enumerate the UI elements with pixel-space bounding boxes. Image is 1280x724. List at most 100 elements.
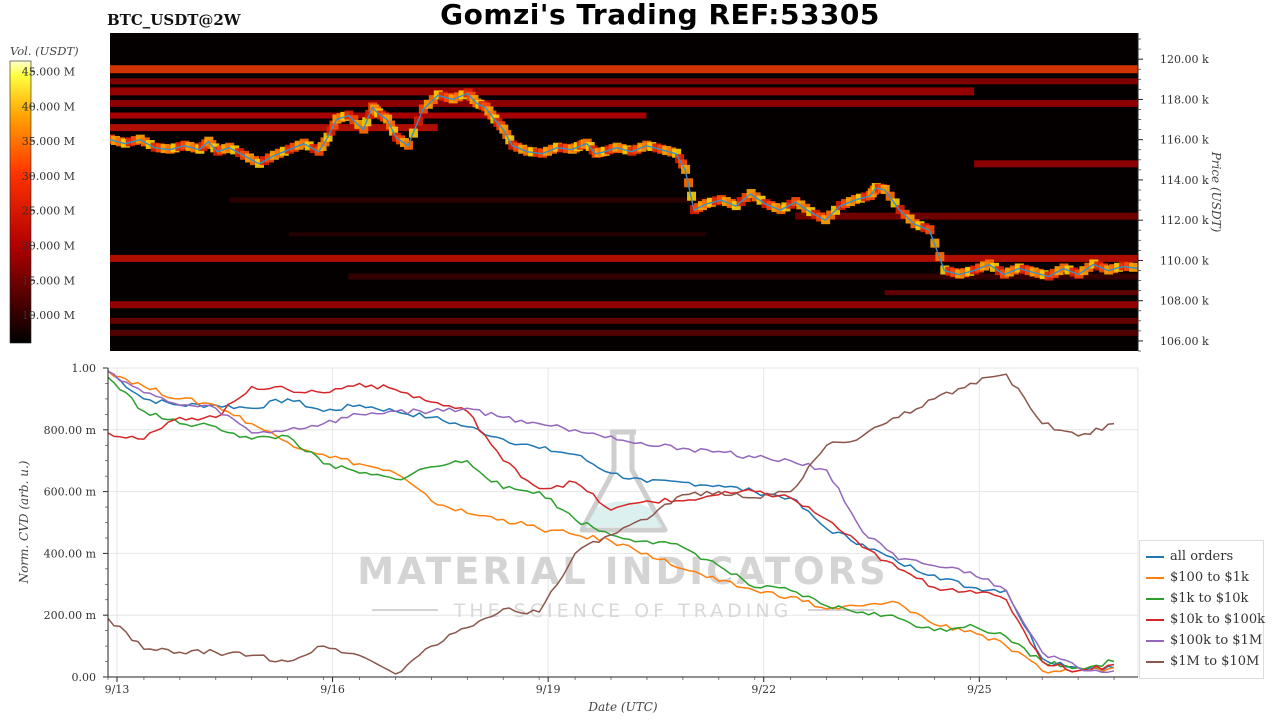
heatmap-band — [110, 317, 1138, 324]
cvd-y-tick-label: 1.00 — [72, 362, 97, 375]
legend-item[interactable]: all orders — [1146, 549, 1263, 569]
legend-swatch — [1146, 660, 1164, 663]
legend-swatch — [1146, 639, 1164, 642]
colorbar-label: Vol. (USDT) — [10, 44, 79, 58]
cvd-line-4 — [108, 370, 1115, 674]
cvd-y-tick-label: 0.00 — [72, 671, 97, 684]
cvd-x-axis: 9/13 9/16 9/19 9/22 9/25 — [105, 677, 1115, 696]
cvd-x-tick-label: 9/13 — [105, 683, 130, 696]
legend-item[interactable]: $10k to $100k — [1146, 612, 1265, 632]
price-tick-label: 118.00 k — [1160, 93, 1209, 106]
heatmap-band — [288, 232, 706, 237]
legend-label: $1k to $10k — [1170, 591, 1249, 606]
heatmap-cell — [905, 214, 915, 224]
price-tick-label: 120.00 k — [1160, 53, 1209, 66]
heatmap-band — [884, 290, 1138, 296]
heatmap-cell — [499, 124, 509, 134]
cvd-series — [108, 370, 1115, 675]
legend-swatch — [1146, 576, 1164, 579]
heatmap-band — [110, 99, 1138, 107]
watermark-brand: MATERIAL INDICATORS — [357, 550, 888, 593]
colorbar-tick-label: 45.000 M — [22, 65, 75, 78]
heatmap-band — [110, 65, 1138, 74]
heatmap-band — [110, 124, 438, 132]
legend-item[interactable]: $100k to $1M — [1146, 633, 1263, 653]
price-axis-label: Price (USDT) — [1209, 151, 1223, 233]
legend-label: $100 to $1k — [1170, 570, 1249, 585]
colorbar-tick-label: 30.000 M — [22, 170, 75, 183]
cvd-x-tick-label: 9/22 — [751, 683, 776, 696]
cvd-x-tick-label: 9/25 — [967, 683, 992, 696]
heatmap-cell — [994, 266, 1004, 276]
heatmap-cell — [985, 259, 995, 269]
price-tick-label: 106.00 k — [1160, 335, 1209, 348]
colorbar-tick-label: 25.000 M — [22, 205, 75, 218]
cvd-y-tick-label: 800.00 m — [44, 424, 97, 437]
heatmap-cell — [678, 159, 688, 169]
chart-title: Gomzi's Trading REF:53305 — [440, 0, 880, 31]
cvd-x-axis-label: Date (UTC) — [587, 700, 657, 714]
price-tick-label: 112.00 k — [1160, 214, 1209, 227]
legend-item[interactable]: $1k to $10k — [1146, 591, 1263, 611]
heatmap-cell — [675, 154, 685, 164]
heatmap-cell — [885, 191, 895, 201]
legend-label: $1M to $10M — [1170, 654, 1260, 669]
cvd-panel: MATERIAL INDICATORS THE SCIENCE OF TRADI… — [17, 362, 1139, 714]
watermark-tagline: THE SCIENCE OF TRADING — [453, 600, 793, 622]
heatmap-background — [110, 33, 1138, 351]
heatmap-band — [110, 78, 1138, 85]
heatmap-cell — [890, 198, 900, 208]
legend-item[interactable]: $100 to $1k — [1146, 570, 1263, 590]
flask-icon — [579, 429, 668, 533]
heatmap-band — [348, 273, 1138, 280]
heatmap-cell — [756, 195, 766, 205]
heatmap-cell — [716, 195, 726, 205]
colorbar-tick-label: 20.000 M — [22, 240, 75, 253]
legend-swatch — [1146, 618, 1164, 621]
heatmap-cell — [989, 262, 999, 272]
heatmap-cell — [880, 184, 890, 194]
heatmap-cell — [672, 148, 682, 158]
colorbar-gradient — [9, 60, 32, 344]
legend-swatch — [1146, 555, 1164, 558]
heatmap-cell — [791, 197, 801, 207]
heatmap-band — [110, 87, 975, 96]
cvd-line-3 — [108, 382, 1115, 673]
heatmap-cell — [751, 192, 761, 202]
cvd-x-tick-label: 9/16 — [320, 683, 345, 696]
cvd-x-tick-label: 9/19 — [536, 683, 561, 696]
heatmap-band — [974, 160, 1138, 168]
heatmap-cell — [746, 189, 756, 199]
symbol-label: BTC_USDT@2W — [107, 11, 241, 29]
price-tick-label: 110.00 k — [1160, 254, 1209, 267]
heatmap-cell — [895, 205, 905, 215]
cvd-line-0 — [108, 370, 1115, 672]
heatmap-cell — [801, 203, 811, 213]
colorbar-tick-label: 40.000 M — [22, 100, 75, 113]
legend-label: $100k to $1M — [1170, 633, 1263, 648]
cvd-legend: all orders $100 to $1k $1k to $10k $10k to … — [1139, 540, 1265, 679]
heatmap-band — [795, 212, 1138, 220]
price-tick-label: 116.00 k — [1160, 134, 1209, 147]
cvd-y-tick-label: 600.00 m — [44, 486, 97, 499]
volume-colorbar: Vol. (USDT) 45.000 M 40.000 M 35.000 M 30.0… — [9, 44, 79, 344]
colorbar-tick-label: 15.000 M — [22, 274, 75, 287]
material-indicators-watermark: MATERIAL INDICATORS THE SCIENCE OF TRADI… — [357, 429, 888, 622]
heatmap-panel: 120.00 k 118.00 k 116.00 k 114.00 k 112.00 k… — [110, 33, 1223, 352]
colorbar-tick-label: 10.000 M — [22, 309, 75, 322]
price-line — [110, 92, 1138, 278]
heatmap-band — [110, 301, 1138, 309]
cvd-y-tick-label: 200.00 m — [44, 609, 97, 622]
cvd-y-tick-label: 400.00 m — [44, 547, 97, 560]
heatmap-cell — [900, 209, 910, 219]
legend-swatch — [1146, 597, 1164, 600]
price-tick-label: 114.00 k — [1160, 174, 1209, 187]
legend-item[interactable]: $1M to $10M — [1146, 654, 1263, 674]
heatmap-cell — [796, 200, 806, 210]
cvd-y-axis: 1.00 800.00 m 600.00 m 400.00 m 200.00 m 0.00 — [44, 362, 108, 684]
heatmap-band — [110, 329, 1138, 336]
cvd-y-axis-label: Norm. CVD (arb. u.) — [17, 460, 31, 584]
cvd-line-5 — [108, 373, 1115, 675]
